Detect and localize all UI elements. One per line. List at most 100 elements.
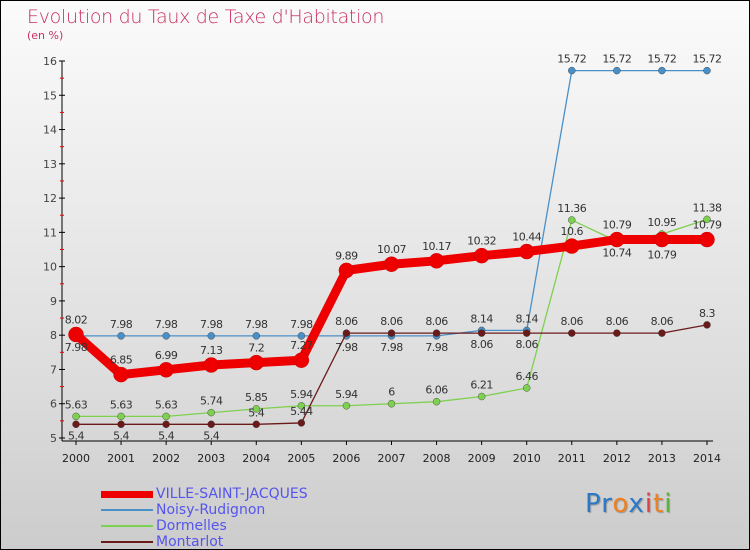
x-tick-label: 2001 bbox=[107, 452, 135, 465]
data-point bbox=[613, 329, 621, 337]
data-label: 8.3 bbox=[699, 307, 715, 320]
data-point bbox=[68, 326, 84, 343]
data-label: 9.89 bbox=[335, 249, 358, 262]
data-point bbox=[72, 412, 80, 421]
data-point bbox=[613, 66, 621, 75]
data-label: 5.63 bbox=[110, 398, 133, 411]
data-label: 5.74 bbox=[200, 395, 223, 408]
x-tick-label: 2013 bbox=[648, 452, 676, 465]
chart-subtitle: (en %) bbox=[27, 29, 64, 42]
data-label: 15.72 bbox=[557, 53, 586, 66]
data-point bbox=[699, 231, 715, 248]
data-label: 10.07 bbox=[377, 243, 406, 256]
data-label: 6.21 bbox=[470, 379, 493, 392]
data-point bbox=[207, 408, 215, 417]
x-tick-label: 2007 bbox=[378, 452, 406, 465]
data-label: 7.98 bbox=[425, 341, 448, 354]
x-tick-label: 2012 bbox=[603, 452, 631, 465]
data-label: 7.98 bbox=[155, 318, 178, 331]
data-label: 15.72 bbox=[693, 53, 722, 66]
data-label: 5.85 bbox=[245, 391, 268, 404]
x-tick-label: 2005 bbox=[287, 452, 315, 465]
data-label: 7.98 bbox=[65, 341, 88, 354]
data-label: 15.72 bbox=[647, 53, 676, 66]
data-label: 7.27 bbox=[290, 339, 313, 352]
data-label: 8.02 bbox=[65, 313, 88, 326]
data-point bbox=[387, 400, 396, 408]
x-tick-label: 2014 bbox=[693, 452, 721, 465]
data-label: 10.79 bbox=[647, 249, 676, 262]
data-point bbox=[117, 332, 125, 340]
data-label: 10.74 bbox=[602, 246, 631, 259]
data-point bbox=[203, 357, 219, 373]
data-label: 5.63 bbox=[155, 398, 178, 411]
data-point bbox=[252, 332, 260, 340]
data-point bbox=[252, 420, 260, 428]
logo-letter: t bbox=[653, 489, 665, 519]
data-label: 6.99 bbox=[155, 349, 178, 362]
y-tick-label: 8 bbox=[50, 329, 57, 342]
data-point bbox=[568, 66, 576, 75]
x-tick-label: 2002 bbox=[152, 452, 180, 465]
data-point bbox=[432, 329, 441, 337]
data-label: 8.14 bbox=[470, 312, 493, 325]
y-tick-label: 14 bbox=[43, 124, 57, 137]
data-label: 5.4 bbox=[158, 429, 174, 442]
data-point bbox=[117, 412, 125, 421]
data-label: 5.4 bbox=[203, 429, 219, 442]
data-point bbox=[568, 216, 576, 224]
data-point bbox=[162, 332, 170, 340]
legend-label: Dormelles bbox=[156, 518, 227, 534]
data-label: 5.63 bbox=[65, 398, 88, 411]
y-tick-label: 6 bbox=[50, 398, 57, 411]
data-point bbox=[428, 253, 445, 269]
data-label: 6.06 bbox=[425, 384, 448, 397]
data-label: 5.94 bbox=[335, 388, 358, 401]
data-point bbox=[387, 329, 396, 337]
data-point bbox=[72, 420, 80, 428]
data-point bbox=[252, 405, 260, 413]
data-point bbox=[609, 231, 625, 248]
data-label: 10.79 bbox=[602, 219, 631, 232]
data-label: 7.98 bbox=[335, 341, 358, 354]
data-point bbox=[654, 231, 670, 248]
data-point bbox=[207, 420, 215, 428]
data-label: 5.94 bbox=[290, 388, 313, 401]
data-point bbox=[342, 402, 351, 410]
y-tick-label: 11 bbox=[43, 226, 57, 239]
data-label: 8.06 bbox=[470, 338, 493, 351]
data-point bbox=[162, 420, 170, 428]
data-point bbox=[432, 397, 441, 406]
logo-letter: i bbox=[664, 489, 673, 519]
data-point bbox=[207, 332, 215, 340]
data-label: 10.79 bbox=[693, 219, 722, 232]
data-point bbox=[383, 256, 400, 272]
data-point bbox=[703, 215, 711, 224]
data-point bbox=[117, 420, 125, 428]
data-label: 11.38 bbox=[693, 201, 722, 214]
data-label: 8.06 bbox=[425, 315, 448, 328]
logo-letter: x bbox=[628, 489, 645, 519]
data-label: 7.98 bbox=[110, 318, 133, 331]
data-label: 5.4 bbox=[68, 429, 84, 442]
data-label: 8.06 bbox=[606, 315, 629, 328]
proxiti-logo: Proxiti bbox=[585, 489, 673, 519]
data-point bbox=[658, 66, 666, 75]
y-tick-label: 15 bbox=[43, 89, 57, 102]
data-label: 6.85 bbox=[110, 354, 133, 367]
x-tick-label: 2011 bbox=[558, 452, 586, 465]
data-label: 7.98 bbox=[380, 341, 403, 354]
data-label: 6 bbox=[388, 386, 395, 399]
data-point bbox=[297, 402, 306, 410]
data-label: 7.98 bbox=[245, 318, 268, 331]
legend-label: VILLE-SAINT-JACQUES bbox=[156, 486, 308, 502]
data-label: 8.14 bbox=[515, 312, 538, 325]
legend-swatch bbox=[101, 541, 153, 543]
data-label: 10.17 bbox=[422, 240, 451, 253]
data-point bbox=[523, 384, 531, 392]
data-label: 7.98 bbox=[290, 318, 313, 331]
data-point bbox=[297, 332, 306, 340]
x-tick-label: 2010 bbox=[513, 452, 541, 465]
data-point bbox=[703, 66, 711, 75]
y-tick-label: 7 bbox=[50, 363, 57, 376]
